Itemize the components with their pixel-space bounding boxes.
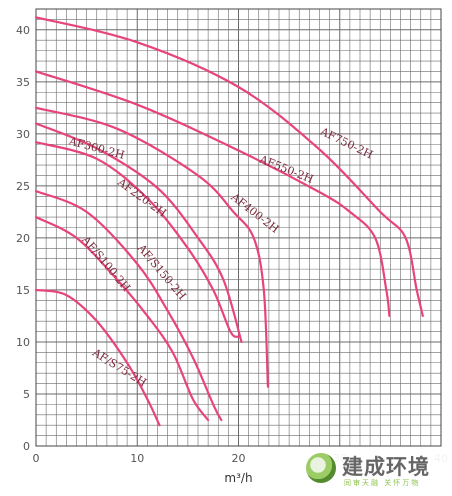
y-tick-label: 5 [23, 388, 30, 401]
y-tick-label: 0 [23, 440, 30, 453]
y-tick-label: 20 [16, 232, 30, 245]
series-line [34, 216, 210, 422]
series-line [34, 106, 269, 388]
y-tick-label: 35 [16, 76, 30, 89]
series-line [34, 122, 243, 344]
logo-slogan: 同审天融 关怀万物 [344, 479, 421, 487]
curve-label: AF220-2H [114, 175, 168, 220]
series-line [34, 16, 424, 317]
y-tick-label: 10 [16, 336, 30, 349]
x-tick-label: 10 [130, 452, 144, 465]
curve-label: AF400-2H [228, 190, 282, 236]
y-tick-label: 25 [16, 180, 30, 193]
axes [35, 8, 442, 447]
plot-frame [35, 8, 442, 447]
grid [35, 8, 442, 447]
x-axis-label: m³/h [224, 471, 252, 485]
brand-logo: 建成环境 同审天融 关怀万物 [300, 447, 450, 493]
series-line [34, 288, 161, 427]
x-tick-label: 0 [33, 452, 40, 465]
series-line [34, 70, 391, 317]
curve-label: AF550-2H [257, 152, 316, 186]
curve-labels: AF750-2HAF550-2HAF400-2HAF300-2HAF220-2H… [67, 124, 375, 389]
series-curves [34, 16, 424, 427]
y-tick-label: 40 [16, 24, 30, 37]
series-line [34, 141, 240, 338]
tick-labels: 0510152025303540010203040 [16, 24, 448, 465]
logo-mark-icon [306, 453, 336, 483]
series-line [34, 190, 223, 422]
x-tick-label: 20 [232, 452, 246, 465]
y-tick-label: 15 [16, 284, 30, 297]
logo-brand-text: 建成环境 [342, 455, 430, 479]
y-tick-label: 30 [16, 128, 30, 141]
